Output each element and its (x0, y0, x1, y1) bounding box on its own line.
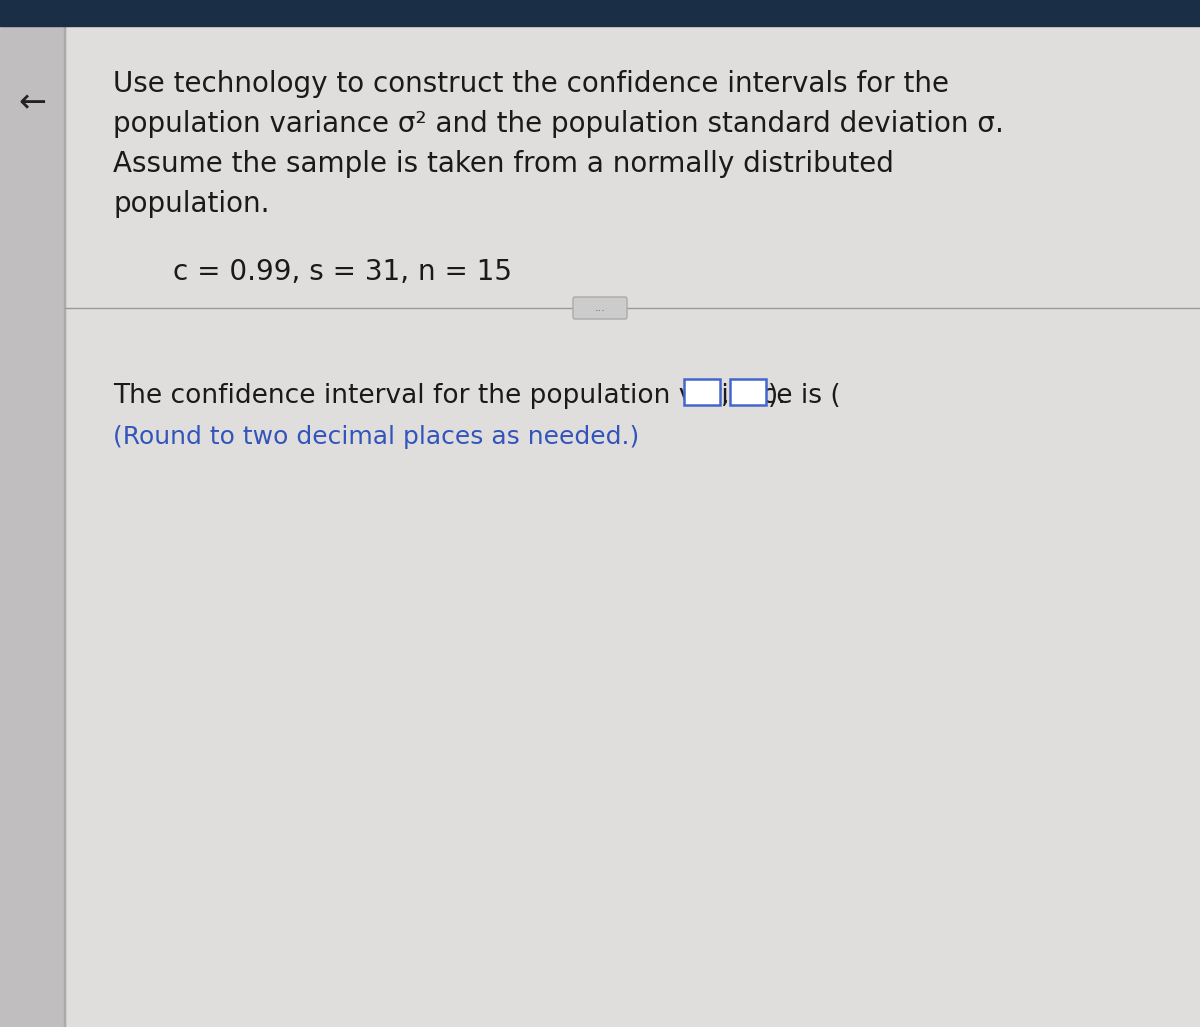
Text: population.: population. (113, 190, 270, 218)
Text: c = 0.99, s = 31, n = 15: c = 0.99, s = 31, n = 15 (173, 258, 512, 286)
Text: (Round to two decimal places as needed.): (Round to two decimal places as needed.) (113, 425, 640, 449)
Text: ).: ). (768, 383, 787, 409)
Bar (684, 379, 720, 405)
Text: population variance σ² and the population standard deviation σ.: population variance σ² and the populatio… (113, 110, 1004, 138)
Bar (0, 0, 1200, 26)
FancyBboxPatch shape (574, 297, 628, 319)
Text: ...: ... (594, 303, 606, 313)
Text: Assume the sample is taken from a normally distributed: Assume the sample is taken from a normal… (113, 150, 894, 178)
Bar (0, 26, 65, 1027)
Text: ←: ← (18, 86, 47, 119)
Text: The confidence interval for the population variance is (: The confidence interval for the populati… (113, 383, 841, 409)
Text: ,: , (721, 383, 730, 409)
Bar (730, 379, 766, 405)
Text: Use technology to construct the confidence intervals for the: Use technology to construct the confiden… (113, 70, 949, 98)
